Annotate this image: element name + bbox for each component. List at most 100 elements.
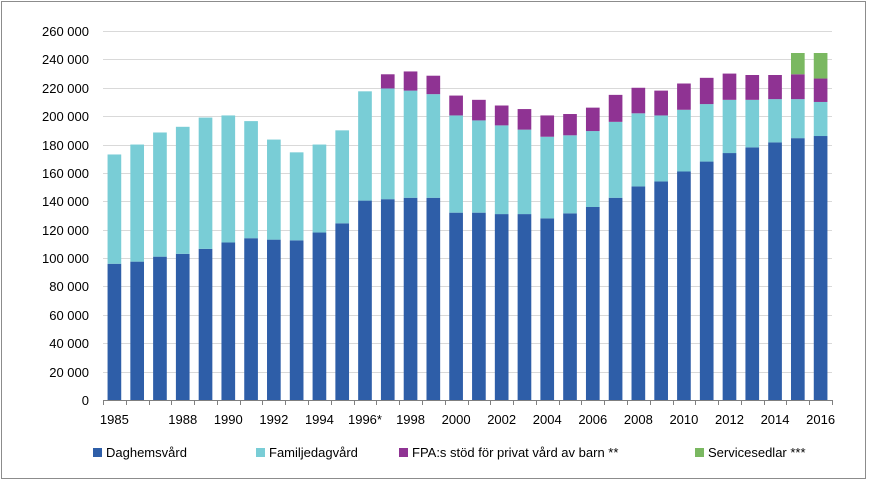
y-tick-label: 180 000 [42, 138, 89, 153]
x-axis-labels: 1985 1988 1990 1992 1994 1996* 1998 2000 2002 200… [100, 412, 835, 427]
bar-segment [722, 153, 737, 400]
bar-segment [403, 90, 418, 198]
bar-segment [790, 99, 805, 139]
legend-swatch [695, 448, 704, 457]
bar-segment [289, 152, 304, 241]
legend-label: Servicesedlar *** [708, 445, 806, 460]
bar-segment [153, 256, 167, 400]
bar-segment [494, 105, 509, 126]
bar-segment [540, 218, 555, 400]
x-tick-label: 2014 [761, 412, 790, 427]
bar-segment [175, 126, 190, 254]
y-tick-label: 220 000 [42, 81, 89, 96]
bar-segment [380, 199, 395, 400]
bar-segment [472, 212, 486, 400]
bar-segment [790, 138, 805, 400]
bar-segment [107, 263, 122, 400]
x-tick-label: 1985 [100, 412, 129, 427]
bar-segment [312, 144, 327, 233]
bar-segment [244, 238, 258, 400]
x-tick-label: 2000 [442, 412, 471, 427]
bar-segment [175, 253, 190, 400]
y-tick-label: 100 000 [42, 251, 89, 266]
bar-segment [631, 113, 646, 187]
y-tick-label: 120 000 [42, 223, 89, 238]
bar-segment [722, 99, 737, 154]
x-tick-label: 2008 [624, 412, 653, 427]
x-tick-label: 2012 [715, 412, 744, 427]
legend-label: Familjedagvård [269, 445, 358, 460]
y-tick-label: 80 000 [49, 279, 89, 294]
bar-segment [585, 131, 600, 207]
bar-segment [677, 83, 691, 110]
bar-segment [403, 71, 418, 91]
bar-segment [745, 75, 760, 100]
bar-segment [380, 74, 395, 89]
bar-segment [813, 78, 828, 102]
y-tick-label: 60 000 [49, 308, 89, 323]
bar-segment [403, 197, 418, 400]
bar-segment [426, 197, 441, 400]
y-tick-label: 140 000 [42, 194, 89, 209]
bar-segment [517, 129, 532, 215]
y-tick-label: 0 [82, 393, 89, 408]
legend: Daghemsvård Familjedagvård FPA:s stöd för … [93, 445, 806, 460]
bar-segment [358, 200, 372, 400]
y-tick-label: 20 000 [49, 365, 89, 380]
bar-segment [198, 117, 213, 249]
bar-segment [289, 240, 304, 400]
bar-segment [699, 161, 714, 400]
bar-segment [472, 120, 486, 213]
bar-segment [517, 109, 532, 130]
x-tick-label: 1992 [259, 412, 288, 427]
bar-segment [380, 88, 395, 200]
legend-swatch [93, 448, 102, 457]
x-tick-label: 1990 [214, 412, 243, 427]
bar-segment [699, 104, 714, 162]
bar-segment [745, 147, 760, 400]
x-tick-label: 1998 [396, 412, 425, 427]
bar-segment [699, 77, 714, 105]
bar-segment [722, 73, 737, 100]
bar-segment [813, 101, 828, 137]
bar-segment [790, 74, 805, 100]
bar-segment [449, 212, 463, 400]
x-tick-label: 2016 [806, 412, 835, 427]
bar-segment [130, 261, 145, 401]
bar-segment [540, 115, 555, 137]
bar-segment [267, 239, 281, 400]
bar-segment [654, 115, 668, 182]
bar-segment [426, 75, 441, 95]
y-tick-label: 160 000 [42, 166, 89, 181]
bar-segment [358, 91, 372, 201]
y-tick-label: 40 000 [49, 336, 89, 351]
x-tick-label: 1996* [348, 412, 382, 427]
bar-segment [494, 214, 509, 400]
bar-segment [790, 53, 805, 75]
bar-segment [608, 94, 623, 122]
bar-segment [563, 114, 577, 136]
bar-segment [153, 132, 167, 257]
bar-segment [813, 53, 828, 79]
legend-label: FPA:s stöd för privat vård av barn ** [412, 445, 618, 460]
bar-segment [677, 171, 691, 400]
bar-segment [335, 223, 350, 400]
bar-segment [335, 130, 350, 224]
bar-segment [768, 99, 782, 143]
x-tick-label: 2006 [578, 412, 607, 427]
bar-segment [494, 125, 509, 215]
bar-segment [563, 135, 577, 214]
y-axis-labels: 0 20 000 40 000 60 000 80 000 100 000 120 000 1… [42, 24, 89, 408]
bar-segment [221, 115, 236, 243]
bar-segment [517, 214, 532, 400]
bar-segment [198, 248, 213, 400]
legend-swatch [399, 448, 408, 457]
y-tick-label: 200 000 [42, 109, 89, 124]
bar-segment [540, 136, 555, 219]
x-tick-label: 1988 [168, 412, 197, 427]
y-tick-label: 260 000 [42, 24, 89, 39]
bar-segment [631, 87, 646, 114]
bar-segment [608, 121, 623, 198]
bar-segment [221, 242, 236, 400]
